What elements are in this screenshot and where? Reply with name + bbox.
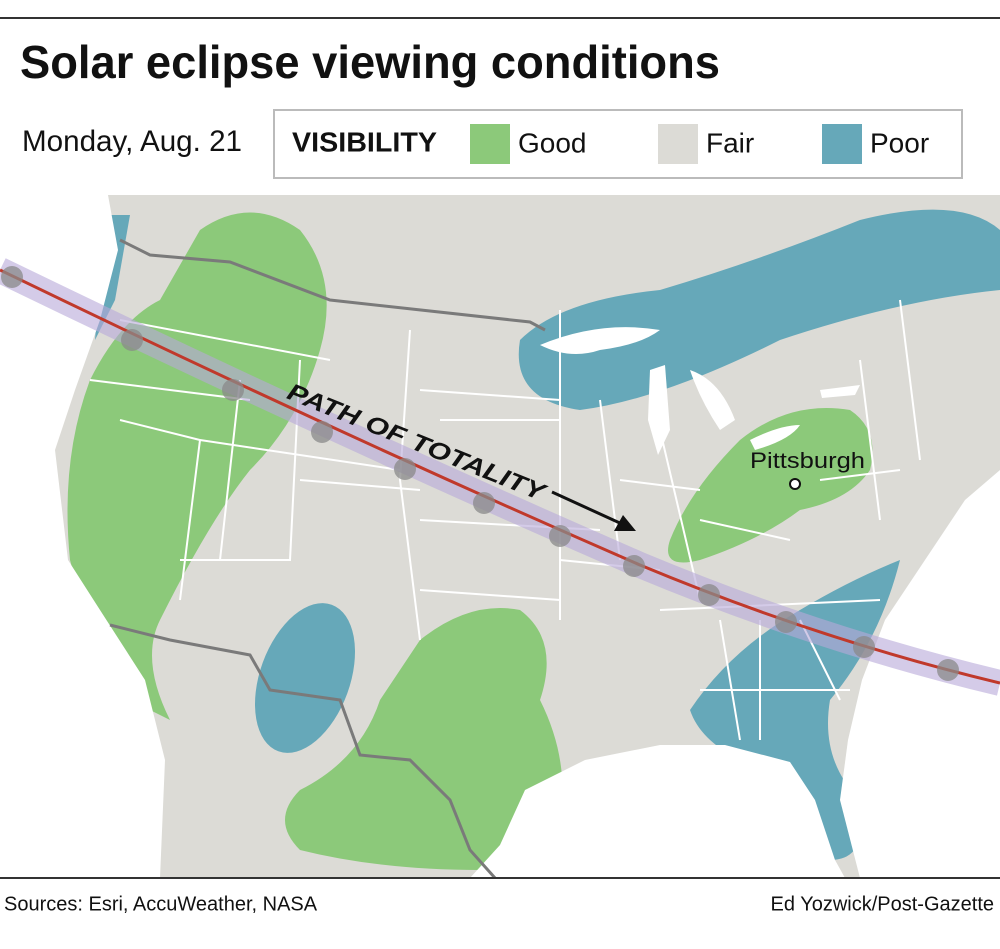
sources: Sources: Esri, AccuWeather, NASA (4, 893, 318, 915)
canada-border (119, 238, 546, 332)
dot (623, 555, 645, 577)
legend-swatch (822, 124, 862, 164)
city-label: Pittsburgh (750, 448, 865, 473)
dot (549, 525, 571, 547)
legend-label: Good (518, 127, 587, 158)
dot (1, 266, 23, 288)
lake-erie (750, 425, 800, 450)
lake-ontario (820, 385, 860, 398)
date: Monday, Aug. 21 (22, 125, 242, 158)
path-arrow (551, 490, 623, 526)
dot (937, 659, 959, 681)
legend-items: Good Fair Poor (470, 124, 929, 164)
city-marker (789, 478, 801, 490)
poor-north (518, 209, 1000, 410)
lake-michigan (648, 365, 670, 455)
legend-title: VISIBILITY (292, 126, 437, 157)
legend-swatch (470, 124, 510, 164)
dot (853, 636, 875, 658)
dot (222, 379, 244, 401)
legend-swatch (658, 124, 698, 164)
dot (311, 421, 333, 443)
dot (698, 584, 720, 606)
map: PATH OF TOTALITY Pittsburgh (0, 195, 1000, 878)
legend-label: Fair (706, 127, 754, 158)
lake-superior (540, 327, 660, 354)
dot (121, 329, 143, 351)
dot (775, 611, 797, 633)
legend-label: Poor (870, 127, 929, 158)
poor-southwest (255, 603, 355, 753)
dot (394, 458, 416, 480)
gulf (470, 745, 845, 878)
credit: Ed Yozwick/Post-Gazette (771, 893, 994, 915)
mexico-border (109, 623, 497, 878)
totality-dots (1, 266, 959, 681)
title: Solar eclipse viewing conditions (20, 36, 720, 88)
pacific (0, 195, 165, 878)
arrowhead (614, 515, 636, 531)
lake-huron (690, 370, 735, 430)
good-south (285, 608, 563, 870)
dot (473, 492, 495, 514)
